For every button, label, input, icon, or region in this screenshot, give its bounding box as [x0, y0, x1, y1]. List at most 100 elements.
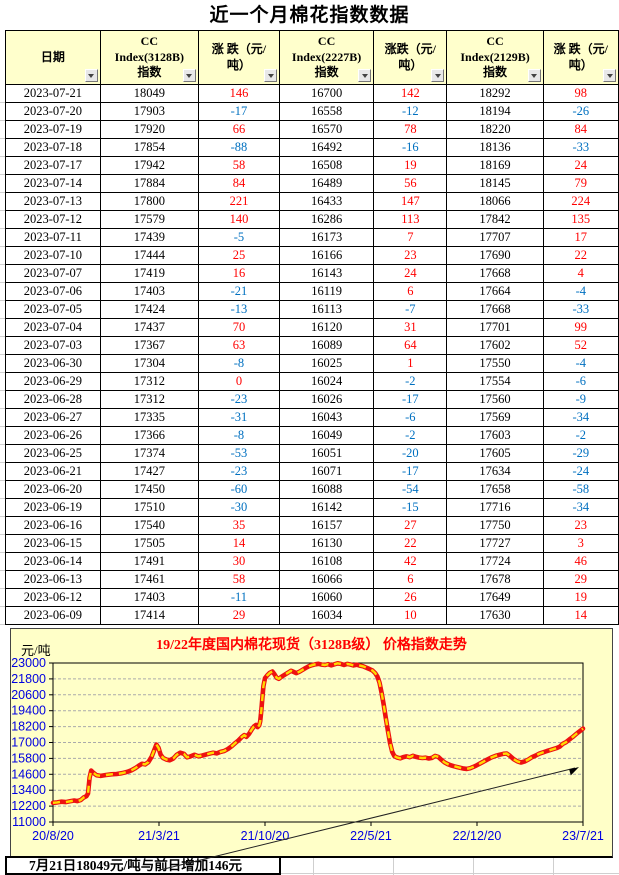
index-cell[interactable]: 17424 — [99, 300, 199, 319]
column-header[interactable]: CC Index(2227B) 指数 — [278, 30, 375, 85]
index-cell[interactable]: 16433 — [278, 192, 375, 211]
index-cell[interactable]: 16051 — [278, 444, 375, 463]
index-cell[interactable]: 17602 — [446, 336, 544, 355]
index-cell[interactable]: 17605 — [446, 444, 544, 463]
index-cell[interactable]: 17701 — [446, 318, 544, 337]
change-cell[interactable]: 10 — [373, 606, 448, 625]
change-cell[interactable]: 46 — [542, 552, 619, 571]
index-cell[interactable]: 16130 — [278, 534, 375, 553]
change-cell[interactable]: -23 — [197, 390, 281, 409]
change-cell[interactable]: 147 — [373, 192, 448, 211]
change-cell[interactable]: 70 — [197, 318, 281, 337]
index-cell[interactable]: 16286 — [278, 210, 375, 229]
change-cell[interactable]: 6 — [373, 282, 448, 301]
change-cell[interactable]: -8 — [197, 354, 281, 373]
change-cell[interactable]: 224 — [542, 192, 619, 211]
date-cell[interactable]: 2023-06-30 — [5, 354, 101, 373]
change-cell[interactable]: -15 — [373, 498, 448, 517]
index-cell[interactable]: 17842 — [446, 210, 544, 229]
index-cell[interactable]: 16088 — [278, 480, 375, 499]
index-cell[interactable]: 17312 — [99, 390, 199, 409]
change-cell[interactable]: 7 — [373, 228, 448, 247]
index-cell[interactable]: 16108 — [278, 552, 375, 571]
column-filter-button[interactable] — [358, 69, 372, 82]
change-cell[interactable]: 64 — [373, 336, 448, 355]
change-cell[interactable]: 22 — [542, 246, 619, 265]
change-cell[interactable]: -29 — [542, 444, 619, 463]
index-cell[interactable]: 17403 — [99, 588, 199, 607]
column-filter-button[interactable] — [527, 69, 541, 82]
index-cell[interactable]: 16034 — [278, 606, 375, 625]
index-cell[interactable]: 16700 — [278, 84, 375, 103]
change-cell[interactable]: 29 — [542, 570, 619, 589]
index-cell[interactable]: 16508 — [278, 156, 375, 175]
change-cell[interactable]: -26 — [542, 102, 619, 121]
index-cell[interactable]: 16024 — [278, 372, 375, 391]
change-cell[interactable]: 3 — [542, 534, 619, 553]
change-cell[interactable]: 146 — [197, 84, 281, 103]
index-cell[interactable]: 18194 — [446, 102, 544, 121]
index-cell[interactable]: 17366 — [99, 426, 199, 445]
index-cell[interactable]: 16143 — [278, 264, 375, 283]
index-cell[interactable]: 17716 — [446, 498, 544, 517]
index-cell[interactable]: 18049 — [99, 84, 199, 103]
index-cell[interactable]: 16157 — [278, 516, 375, 535]
date-cell[interactable]: 2023-07-05 — [5, 300, 101, 319]
date-cell[interactable]: 2023-07-03 — [5, 336, 101, 355]
column-header[interactable]: 涨跌（元/吨） — [373, 30, 448, 85]
index-cell[interactable]: 16071 — [278, 462, 375, 481]
change-cell[interactable]: 29 — [197, 606, 281, 625]
date-cell[interactable]: 2023-06-29 — [5, 372, 101, 391]
change-cell[interactable]: 84 — [197, 174, 281, 193]
index-cell[interactable]: 17554 — [446, 372, 544, 391]
column-filter-button[interactable] — [84, 69, 98, 82]
change-cell[interactable]: -6 — [542, 372, 619, 391]
change-cell[interactable]: 63 — [197, 336, 281, 355]
date-cell[interactable]: 2023-07-04 — [5, 318, 101, 337]
column-filter-button[interactable] — [431, 69, 445, 82]
date-cell[interactable]: 2023-06-20 — [5, 480, 101, 499]
date-cell[interactable]: 2023-07-12 — [5, 210, 101, 229]
index-cell[interactable]: 16026 — [278, 390, 375, 409]
change-cell[interactable]: 56 — [373, 174, 448, 193]
change-cell[interactable]: -4 — [542, 354, 619, 373]
date-cell[interactable]: 2023-07-18 — [5, 138, 101, 157]
index-cell[interactable]: 17668 — [446, 264, 544, 283]
index-cell[interactable]: 17920 — [99, 120, 199, 139]
change-cell[interactable]: -60 — [197, 480, 281, 499]
change-cell[interactable]: 24 — [542, 156, 619, 175]
change-cell[interactable]: -2 — [542, 426, 619, 445]
change-cell[interactable]: -7 — [373, 300, 448, 319]
index-cell[interactable]: 16060 — [278, 588, 375, 607]
change-cell[interactable]: 99 — [542, 318, 619, 337]
date-cell[interactable]: 2023-07-17 — [5, 156, 101, 175]
change-cell[interactable]: 22 — [373, 534, 448, 553]
index-cell[interactable]: 16089 — [278, 336, 375, 355]
date-cell[interactable]: 2023-06-15 — [5, 534, 101, 553]
index-cell[interactable]: 17579 — [99, 210, 199, 229]
change-cell[interactable]: -33 — [542, 138, 619, 157]
index-cell[interactable]: 17367 — [99, 336, 199, 355]
index-cell[interactable]: 17903 — [99, 102, 199, 121]
change-cell[interactable]: -17 — [373, 462, 448, 481]
change-cell[interactable]: 23 — [542, 516, 619, 535]
change-cell[interactable]: 14 — [197, 534, 281, 553]
index-cell[interactable]: 17884 — [99, 174, 199, 193]
index-cell[interactable]: 16119 — [278, 282, 375, 301]
index-cell[interactable]: 17800 — [99, 192, 199, 211]
change-cell[interactable]: 35 — [197, 516, 281, 535]
change-cell[interactable]: 0 — [197, 372, 281, 391]
change-cell[interactable]: -21 — [197, 282, 281, 301]
change-cell[interactable]: -11 — [197, 588, 281, 607]
change-cell[interactable]: 84 — [542, 120, 619, 139]
change-cell[interactable]: -34 — [542, 498, 619, 517]
date-cell[interactable]: 2023-06-12 — [5, 588, 101, 607]
change-cell[interactable]: 6 — [373, 570, 448, 589]
index-cell[interactable]: 18292 — [446, 84, 544, 103]
column-header[interactable]: 涨 跌（元/吨） — [542, 30, 619, 85]
change-cell[interactable]: 113 — [373, 210, 448, 229]
change-cell[interactable]: -16 — [373, 138, 448, 157]
date-cell[interactable]: 2023-07-20 — [5, 102, 101, 121]
index-cell[interactable]: 18220 — [446, 120, 544, 139]
change-cell[interactable]: 140 — [197, 210, 281, 229]
